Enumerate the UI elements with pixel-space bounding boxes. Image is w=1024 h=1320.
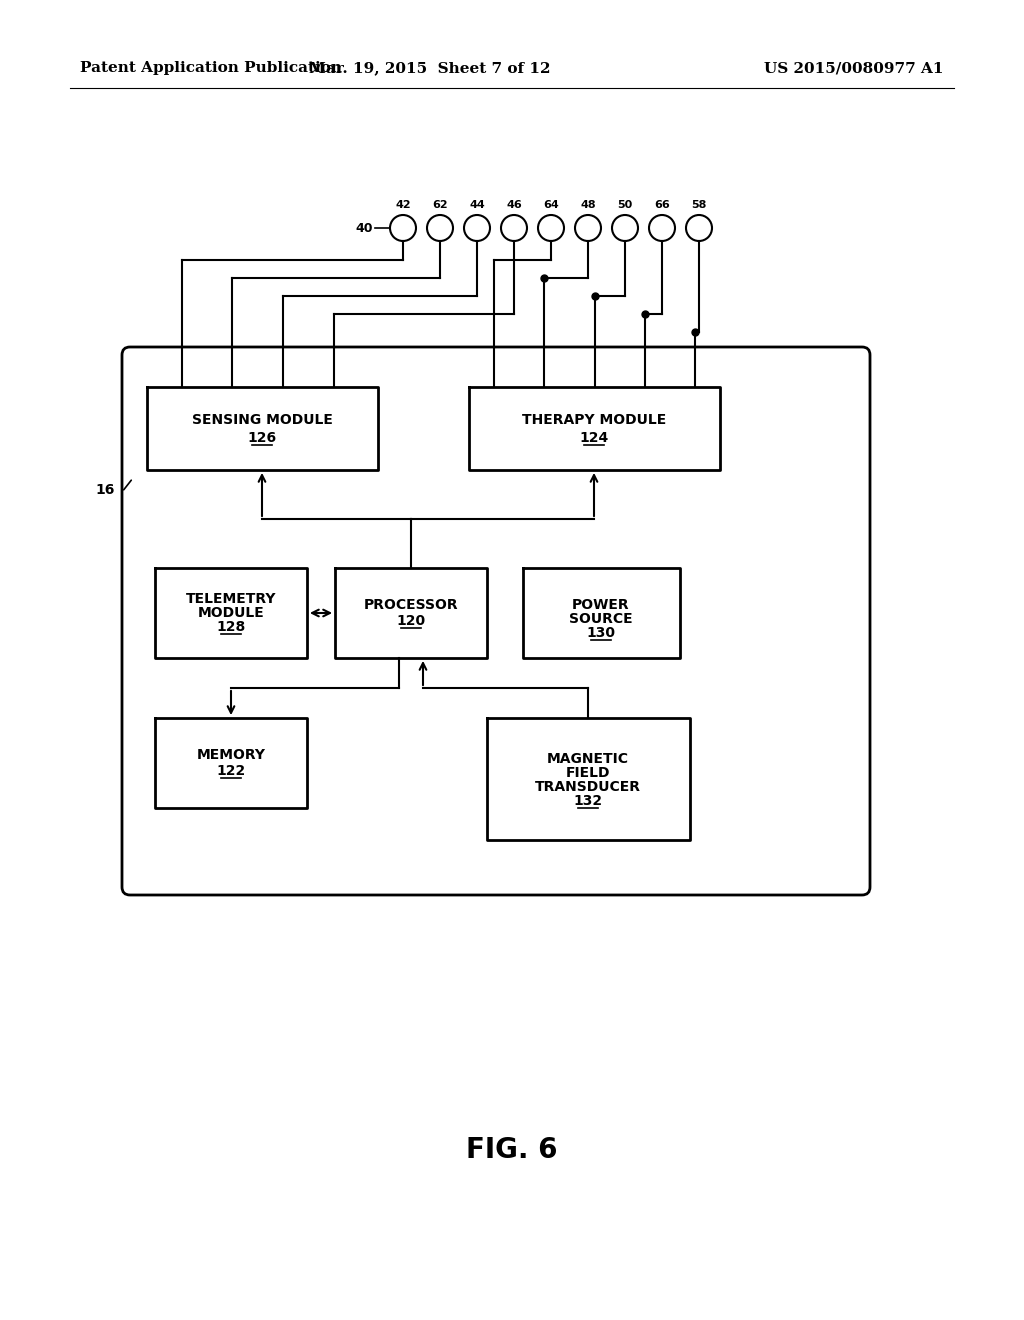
Text: Patent Application Publication: Patent Application Publication bbox=[80, 61, 342, 75]
Text: 62: 62 bbox=[432, 201, 447, 210]
Text: 66: 66 bbox=[654, 201, 670, 210]
Text: TRANSDUCER: TRANSDUCER bbox=[535, 780, 641, 795]
Text: 132: 132 bbox=[573, 795, 602, 808]
Text: 16: 16 bbox=[95, 483, 115, 498]
Text: FIELD: FIELD bbox=[565, 766, 610, 780]
Polygon shape bbox=[523, 568, 680, 657]
Text: PROCESSOR: PROCESSOR bbox=[364, 598, 459, 612]
Text: 64: 64 bbox=[543, 201, 559, 210]
Polygon shape bbox=[155, 718, 307, 808]
Text: MODULE: MODULE bbox=[198, 606, 264, 620]
Text: MAGNETIC: MAGNETIC bbox=[547, 752, 629, 766]
FancyBboxPatch shape bbox=[122, 347, 870, 895]
Text: 128: 128 bbox=[216, 620, 246, 634]
Text: THERAPY MODULE: THERAPY MODULE bbox=[522, 413, 667, 426]
Text: 40: 40 bbox=[355, 222, 373, 235]
Text: POWER: POWER bbox=[572, 598, 630, 612]
Polygon shape bbox=[155, 568, 307, 657]
Text: 46: 46 bbox=[506, 201, 522, 210]
Text: Mar. 19, 2015  Sheet 7 of 12: Mar. 19, 2015 Sheet 7 of 12 bbox=[309, 61, 551, 75]
Text: 42: 42 bbox=[395, 201, 411, 210]
Text: 126: 126 bbox=[248, 432, 276, 445]
Text: 44: 44 bbox=[469, 201, 485, 210]
Polygon shape bbox=[335, 568, 487, 657]
Text: 124: 124 bbox=[580, 432, 608, 445]
Text: MEMORY: MEMORY bbox=[197, 748, 265, 762]
Text: SOURCE: SOURCE bbox=[569, 612, 633, 626]
Text: US 2015/0080977 A1: US 2015/0080977 A1 bbox=[765, 61, 944, 75]
Text: 58: 58 bbox=[691, 201, 707, 210]
Text: 122: 122 bbox=[216, 764, 246, 777]
Text: FIG. 6: FIG. 6 bbox=[466, 1137, 558, 1164]
Text: 120: 120 bbox=[396, 614, 426, 628]
Text: 130: 130 bbox=[587, 626, 615, 640]
Text: SENSING MODULE: SENSING MODULE bbox=[191, 413, 333, 426]
Text: TELEMETRY: TELEMETRY bbox=[185, 591, 276, 606]
Polygon shape bbox=[469, 387, 720, 470]
Polygon shape bbox=[147, 387, 378, 470]
Polygon shape bbox=[487, 718, 690, 840]
Text: 48: 48 bbox=[581, 201, 596, 210]
Text: 50: 50 bbox=[617, 201, 633, 210]
